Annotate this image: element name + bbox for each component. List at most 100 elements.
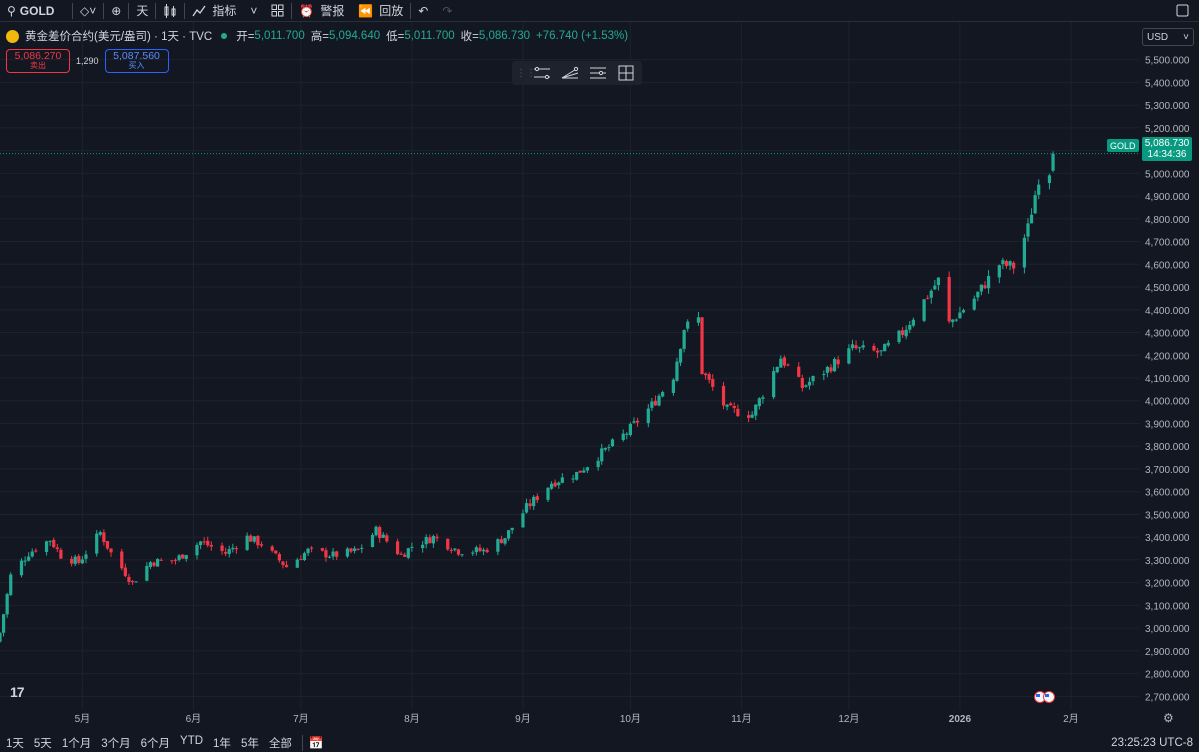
chart-grid [0,22,1139,710]
redo-button[interactable]: ↷ [435,0,459,22]
y-tick-label: 5,500.000 [1145,56,1190,67]
range-button[interactable]: 5年 [240,738,259,750]
candle-body [1037,184,1041,195]
range-button[interactable]: 1年 [213,738,231,750]
channel-tool[interactable] [586,63,610,83]
range-button[interactable]: YTD [180,735,204,747]
sell-button[interactable]: 5,086.270 卖出 [6,49,70,73]
candle-body [600,448,604,462]
toolbar-divider [155,2,157,19]
compare-button[interactable]: ⊕ [104,0,128,22]
candle-body [646,408,650,424]
clock-readout[interactable]: 23:25:23 UTC-8 [1111,737,1193,749]
time-axis[interactable]: 5月 6月 7月 8月 9月 10月 11月 12月 2026 2月 ⚙ [75,711,1174,725]
candle-body [521,513,525,528]
fib-tool[interactable] [558,63,582,83]
candle-body [34,550,38,552]
indicators-button[interactable]: 指标 ˅ [185,0,264,22]
tradingview-logo[interactable]: 17 [10,684,25,700]
layouts-button[interactable] [264,0,291,22]
candle-body [145,565,149,581]
candle-body [675,361,679,381]
candle-body [227,549,231,554]
interval-button[interactable]: 天 [129,0,155,22]
buy-button[interactable]: 5,087.560 买入 [104,49,169,73]
x-tick-label: 2026 [949,714,972,725]
candle-body [858,347,862,349]
legend-title[interactable]: 黄金差价合约(美元/盎司) · 1天 · TVC [25,31,213,43]
candle-body [252,536,256,542]
range-button[interactable]: 5天 [33,738,52,750]
candle-body [1029,214,1034,224]
crosshair-tool[interactable] [614,63,638,83]
candle-body [911,319,915,326]
candle-body [428,537,432,544]
price-chart[interactable]: 2,700.000 2,800.000 2,900.000 3,000.000 3,10… [0,22,1199,734]
candle-body [797,366,801,377]
alarm-clock-icon: ⏰ [299,3,315,18]
candle-body [875,350,880,353]
candle-body [159,559,163,561]
gem-menu-button[interactable]: ◇˅ [73,0,103,22]
replay-button[interactable]: ⏪ 回放 [351,0,410,22]
candle-body [571,478,575,480]
fullscreen-button[interactable] [1169,0,1199,22]
buy-price: 5,087.560 [113,50,160,63]
candle-body [936,277,941,286]
candle-body [822,374,826,376]
y-tick-label: 3,700.000 [1145,465,1190,476]
economic-events-icon[interactable] [1032,691,1060,703]
quote-panel: 5,086.270 卖出 1,290 5,087.560 买入 [6,49,169,73]
candle-body [775,366,779,373]
range-button[interactable]: 3个月 [101,738,131,750]
candle-body [195,544,199,556]
candle-body [331,551,335,557]
candle-body [335,551,339,557]
rewind-icon: ⏪ [358,3,374,18]
candle-body [897,330,901,343]
candle-body [729,403,733,406]
symbol-search[interactable]: ⚲ GOLD [0,0,72,22]
candle-body [306,548,310,554]
close-value: 5,086.730 [478,30,531,42]
candle-body [671,379,675,393]
candle-body [453,548,457,550]
chart-type-button[interactable] [156,0,184,22]
candle-body [410,546,414,548]
candle-body [861,345,865,348]
candle-body [302,553,307,561]
trend-line-tool[interactable] [530,63,554,83]
undo-button[interactable]: ↶ [411,0,435,22]
y-tick-label: 4,800.000 [1145,215,1190,226]
candle-body [661,392,665,397]
candle-body [1051,153,1055,171]
date-range-icon[interactable]: 📅 [308,736,324,750]
candle-body [30,551,34,557]
candle-body [510,527,514,531]
candle-body [105,541,110,549]
candle-body [750,414,754,418]
x-tick-label: 2月 [1063,713,1079,725]
alerts-button[interactable]: ⏰ 警报 [292,0,351,22]
symbol-label: GOLD [19,3,55,18]
candle-body [549,483,554,489]
range-button[interactable]: 全部 [268,738,292,750]
gold-symbol-icon [6,29,19,43]
range-button[interactable]: 6个月 [140,738,171,750]
candle-body [800,377,804,388]
candle-body [98,532,102,535]
currency-select[interactable]: USD ˅ [1142,28,1194,46]
gear-icon[interactable]: ⚙ [1163,711,1174,725]
candle-body [585,467,590,471]
candle-body [299,559,303,561]
candle-body [177,555,181,561]
drag-handle-icon[interactable]: ⋮⋮ [516,67,536,79]
candle-body [123,567,127,577]
range-button[interactable]: 1个月 [61,738,92,750]
x-tick-label: 6月 [186,713,202,725]
candle-body [281,561,285,566]
range-button[interactable]: 1天 [6,738,24,750]
candle-body [1004,261,1009,266]
candle-body [1,614,6,633]
candle-body [471,552,475,554]
